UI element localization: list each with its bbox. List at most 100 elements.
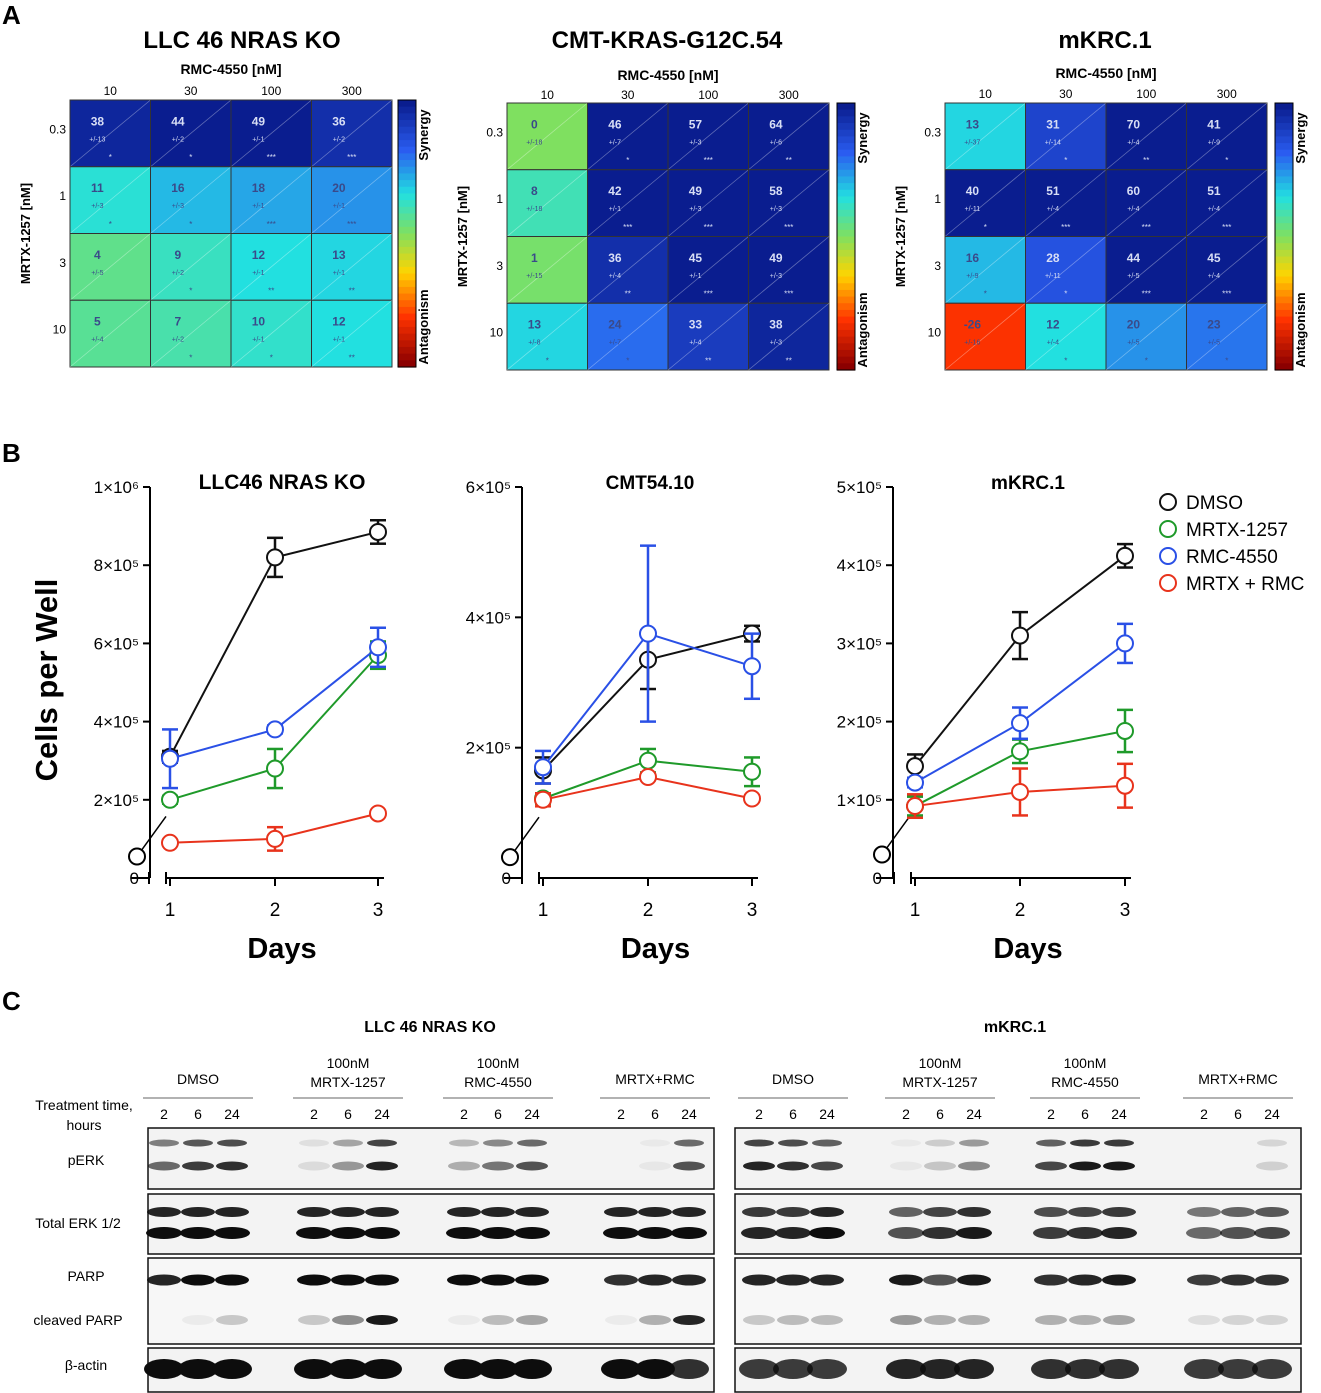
cell-error: +/-1 — [689, 273, 701, 280]
blot-band — [146, 1227, 182, 1239]
cell-error: +/-1 — [333, 270, 345, 277]
heatmap-cell — [311, 166, 393, 234]
blot-band — [299, 1139, 329, 1147]
colorbar-segment — [398, 126, 416, 134]
heatmap-cell — [230, 99, 312, 168]
cell-diagonal — [748, 169, 830, 237]
y-tick-label: 2×10⁵ — [466, 739, 511, 758]
cell-significance: ** — [625, 290, 631, 299]
treatment-group-label: RMC-4550 — [1051, 1074, 1119, 1090]
cell-error: +/-4 — [1208, 206, 1220, 213]
heatmap-cell — [311, 233, 393, 301]
blot-band — [957, 1274, 991, 1286]
colorbar-segment — [1275, 203, 1293, 211]
cell-error: +/-3 — [770, 340, 782, 347]
y-tick-label: 10 — [490, 326, 504, 340]
baseline-point — [128, 847, 146, 866]
heatmap-cell — [587, 302, 669, 371]
colorbar-segment — [837, 223, 855, 231]
treatment-group-label: MRTX+RMC — [615, 1071, 694, 1087]
blot-band — [333, 1139, 363, 1147]
x-tick-label: 300 — [342, 84, 362, 98]
cell-diagonal — [1186, 102, 1268, 171]
colorbar-segment — [1275, 123, 1293, 131]
data-point — [1116, 721, 1134, 740]
blot-band — [516, 1161, 548, 1171]
blot-membrane — [734, 1193, 1302, 1255]
cell-significance: * — [1225, 356, 1228, 365]
data-point — [266, 829, 284, 848]
colorbar-segment — [1275, 223, 1293, 231]
cell-value: 38 — [91, 114, 105, 128]
panel-b-growth-curves: LLC46 NRAS KO02×10⁵4×10⁵6×10⁵8×10⁵1×10⁶1… — [29, 471, 1304, 965]
cell-error: +/-5 — [1208, 340, 1220, 347]
y-tick-label: 4×10⁵ — [94, 713, 139, 732]
colorbar-segment — [398, 140, 416, 148]
time-point-label: 6 — [789, 1106, 797, 1122]
blot-band — [891, 1139, 921, 1147]
x-axis-title: RMC-4550 [nM] — [1055, 65, 1156, 81]
blot-band — [1221, 1207, 1255, 1217]
blot-row-label: cleaved PARP — [33, 1312, 122, 1328]
x-tick-label: 300 — [779, 88, 799, 102]
blot-band — [515, 1274, 549, 1286]
colorbar-segment — [837, 129, 855, 137]
cell-value: 13 — [332, 248, 346, 262]
colorbar-segment — [398, 113, 416, 121]
cell-diagonal — [69, 99, 151, 168]
cell-error: +/-4 — [1047, 206, 1059, 213]
blot-title: mKRC.1 — [984, 1019, 1046, 1036]
y-axis-title: MRTX-1257 [nM] — [893, 186, 908, 287]
blot-band — [889, 1207, 923, 1217]
blot-band — [444, 1359, 484, 1379]
blot-band — [957, 1207, 991, 1217]
y-tick-label: 5×10⁵ — [837, 478, 882, 497]
y-axis-title: MRTX-1257 [nM] — [18, 183, 33, 284]
blot-band — [1035, 1161, 1067, 1171]
colorbar-segment — [837, 263, 855, 271]
cell-diagonal — [587, 302, 669, 371]
blot-band — [1218, 1359, 1258, 1379]
cell-significance: *** — [623, 223, 632, 232]
colorbar-segment — [398, 346, 416, 355]
legend-marker — [1159, 574, 1177, 592]
cell-significance: *** — [784, 290, 793, 299]
time-point-label: 24 — [966, 1106, 982, 1122]
time-point-label: 6 — [344, 1106, 352, 1122]
colorbar-segment — [1275, 316, 1293, 324]
colorbar-segment — [837, 116, 855, 124]
blot-band — [1255, 1274, 1289, 1286]
blot-band — [1068, 1274, 1102, 1286]
cell-value: 49 — [689, 184, 703, 198]
cell-value: 49 — [769, 251, 783, 265]
colorbar-segment — [1275, 189, 1293, 198]
data-point — [639, 751, 657, 770]
blot-band — [298, 1315, 330, 1325]
colorbar-segment — [1275, 103, 1293, 111]
heatmap-cell — [311, 299, 393, 368]
data-point — [534, 758, 552, 777]
colorbar-segment — [1275, 303, 1293, 311]
cell-error: +/-3 — [91, 203, 103, 210]
blot-band — [1221, 1274, 1255, 1286]
blot-membrane — [147, 1127, 715, 1190]
blot-band — [1070, 1139, 1100, 1147]
blot-band — [1257, 1139, 1287, 1147]
blot-band — [637, 1227, 673, 1239]
blot-band — [1103, 1161, 1135, 1171]
panel-label-a: A — [2, 0, 21, 30]
cell-diagonal — [69, 299, 151, 368]
blot-band — [449, 1139, 479, 1147]
colorbar-segment — [1275, 176, 1293, 184]
x-axis-title: RMC-4550 [nM] — [617, 67, 718, 83]
colorbar-segment — [1275, 169, 1293, 178]
cell-diagonal — [667, 169, 749, 237]
blot-band — [775, 1227, 811, 1239]
colorbar-segment — [398, 200, 416, 208]
blot-band — [332, 1161, 364, 1171]
colorbar-segment — [837, 296, 855, 304]
colorbar-segment — [398, 106, 416, 114]
blot-band — [481, 1207, 515, 1217]
